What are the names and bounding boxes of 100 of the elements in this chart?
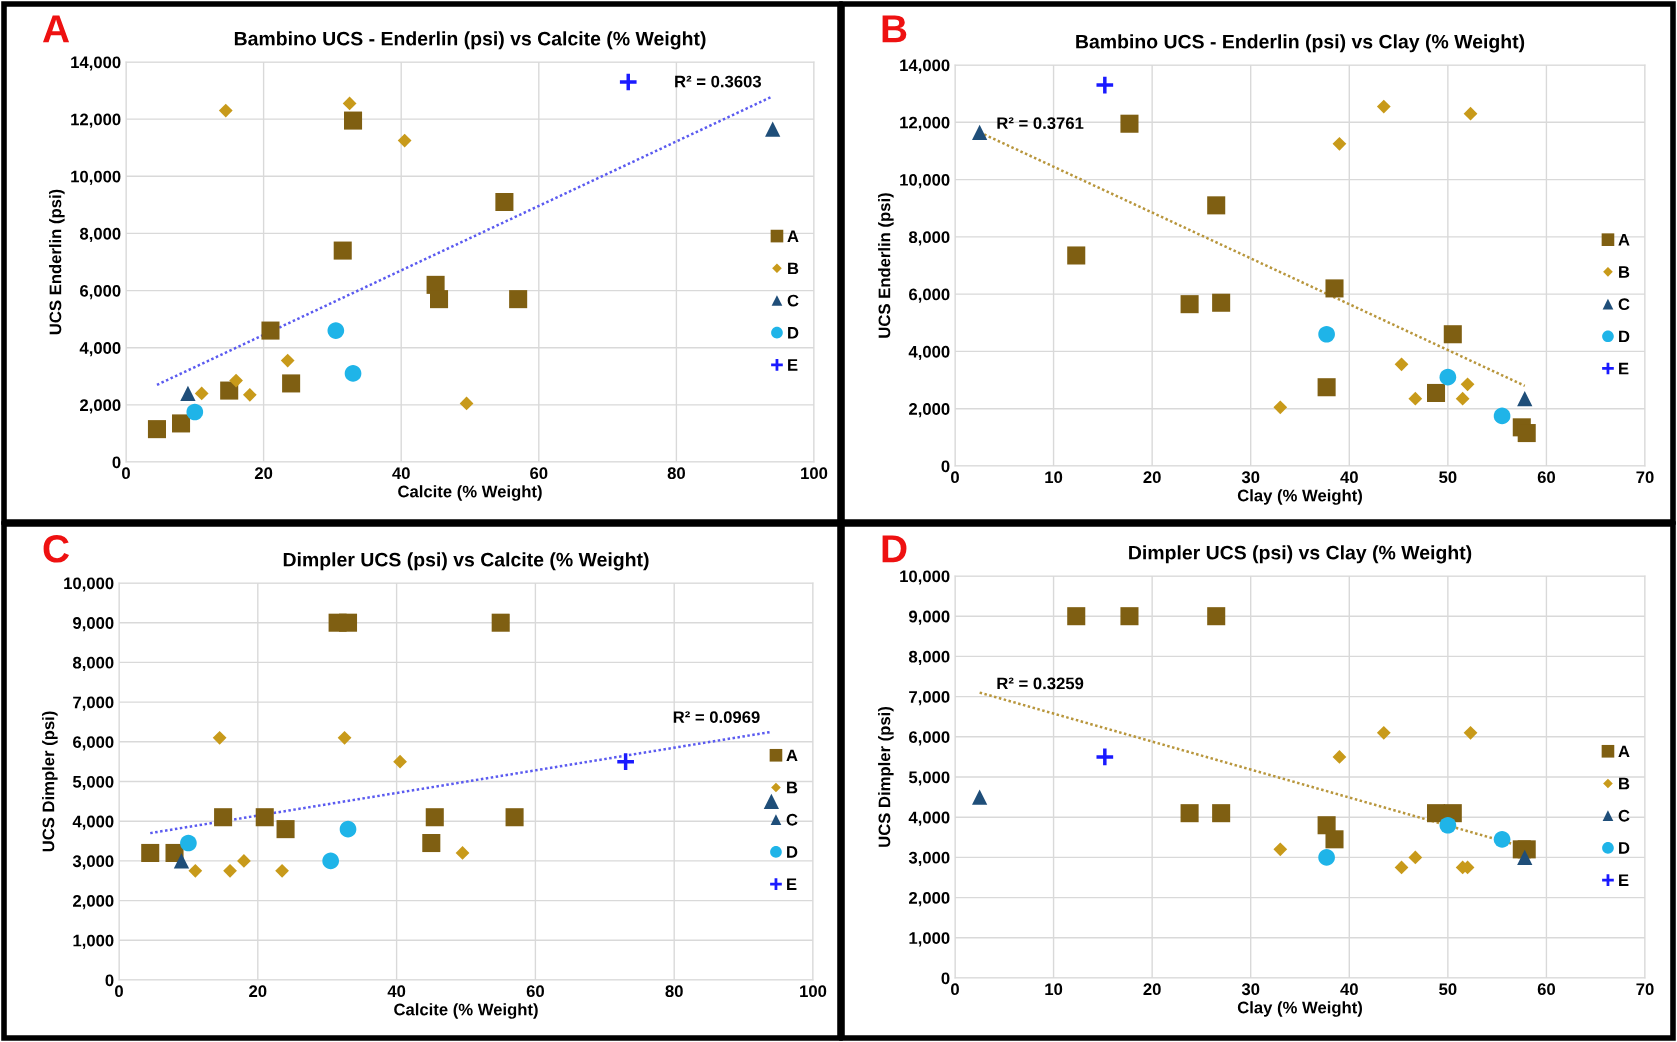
point <box>1067 246 1086 265</box>
point <box>180 385 196 402</box>
point <box>327 322 345 339</box>
y-tick-label: 7,000 <box>73 696 114 711</box>
point <box>1463 725 1478 740</box>
x-tick-label: 60 <box>526 985 544 998</box>
legend-label: E <box>787 878 797 890</box>
point <box>147 420 166 439</box>
point <box>495 192 514 212</box>
y-tick-label: 5,000 <box>72 775 114 791</box>
legend-label: E <box>788 359 798 371</box>
y-tick-label: 0 <box>941 972 950 985</box>
x-tick-label: 40 <box>1340 983 1358 996</box>
y-tick-label: 10,000 <box>71 170 121 185</box>
chart-title: Bambino UCS - Enderlin (psi) vs Clay (% Weight) <box>1076 34 1525 53</box>
y-tick-label: 2,000 <box>909 892 950 907</box>
y-tick-label: 10,000 <box>900 173 950 189</box>
point <box>1439 368 1457 386</box>
x-tick-label: 60 <box>1537 471 1556 484</box>
legend-label: A <box>786 749 798 762</box>
point <box>1443 325 1462 344</box>
point <box>180 834 197 852</box>
point <box>1207 196 1226 215</box>
point <box>1517 391 1533 407</box>
y-tick-label: 0 <box>105 974 114 987</box>
x-tick-label: 20 <box>1143 983 1161 996</box>
point <box>397 133 412 148</box>
point <box>333 241 352 260</box>
x-axis-title: Clay (% Weight) <box>1237 1001 1362 1017</box>
x-tick-label: 20 <box>249 985 267 998</box>
point <box>1460 377 1475 392</box>
annotation: R² = 0.3761 <box>997 117 1084 130</box>
point <box>1332 136 1347 151</box>
legend-label: B <box>1619 266 1630 278</box>
y-tick-label: 4,000 <box>72 815 114 830</box>
legend-label: D <box>787 846 798 858</box>
point <box>459 396 474 411</box>
point <box>1376 99 1391 114</box>
y-axis-title: UCS Enderlin (psi) <box>49 189 65 335</box>
y-tick-label: 9,000 <box>909 610 950 625</box>
y-tick-label: 8,000 <box>72 656 114 672</box>
point <box>1394 357 1409 372</box>
point <box>430 290 449 309</box>
y-axis-title: UCS Dimpler (psi) <box>878 706 894 847</box>
x-tick-label: 70 <box>1636 983 1654 996</box>
x-tick-label: 40 <box>387 985 406 998</box>
point <box>491 613 510 632</box>
x-tick-label: 20 <box>1143 471 1161 484</box>
point <box>618 71 639 93</box>
point <box>339 820 357 838</box>
y-tick-label: 6,000 <box>909 731 950 746</box>
x-tick-label: 40 <box>392 467 410 480</box>
x-tick-label: 40 <box>1340 471 1358 484</box>
x-tick-label: 80 <box>667 467 685 480</box>
y-tick-label: 1,000 <box>909 932 950 947</box>
point <box>194 386 209 401</box>
y-tick-label: 6,000 <box>73 736 114 751</box>
y-tick-label: 12,000 <box>71 113 121 128</box>
legend-label: A <box>787 230 799 242</box>
point <box>1493 407 1511 425</box>
y-tick-label: 8,000 <box>908 650 950 666</box>
chart-title: Bambino UCS - Enderlin (psi) vs Calcite (% Weight) <box>234 31 706 50</box>
point <box>342 96 357 111</box>
y-tick-label: 5,000 <box>908 771 950 786</box>
point <box>1427 383 1446 402</box>
x-tick-label: 50 <box>1439 471 1457 484</box>
point <box>255 808 274 827</box>
point <box>344 111 363 130</box>
point <box>1408 850 1423 865</box>
y-tick-label: 4,000 <box>908 811 950 826</box>
legend-label: C <box>1618 809 1630 822</box>
legend-label: D <box>1619 842 1630 854</box>
point <box>1180 295 1199 314</box>
text: B <box>882 15 907 43</box>
x-axis-title: Calcite (% Weight) <box>394 1003 538 1019</box>
point <box>765 121 781 137</box>
x-tick-label: 70 <box>1636 471 1654 484</box>
point <box>425 808 444 827</box>
point <box>276 820 295 839</box>
point <box>242 387 257 402</box>
point <box>1094 74 1115 96</box>
y-tick-label: 3,000 <box>908 851 950 867</box>
point <box>172 414 191 433</box>
point <box>1273 842 1288 857</box>
point <box>1332 750 1347 764</box>
y-axis-title: UCS Dimpler (psi) <box>42 711 58 852</box>
x-tick-label: 10 <box>1045 471 1063 484</box>
x-tick-label: 30 <box>1241 471 1260 484</box>
point <box>1517 424 1536 443</box>
x-tick-label: 10 <box>1045 983 1063 996</box>
legend-label: B <box>788 262 799 275</box>
point <box>763 793 779 809</box>
point <box>1212 293 1231 312</box>
y-tick-label: 8,000 <box>79 227 121 243</box>
point <box>337 730 352 745</box>
point <box>455 846 470 860</box>
point <box>344 365 362 382</box>
point <box>505 808 524 827</box>
y-tick-label: 14,000 <box>900 59 950 74</box>
y-tick-label: 1,000 <box>73 934 114 949</box>
